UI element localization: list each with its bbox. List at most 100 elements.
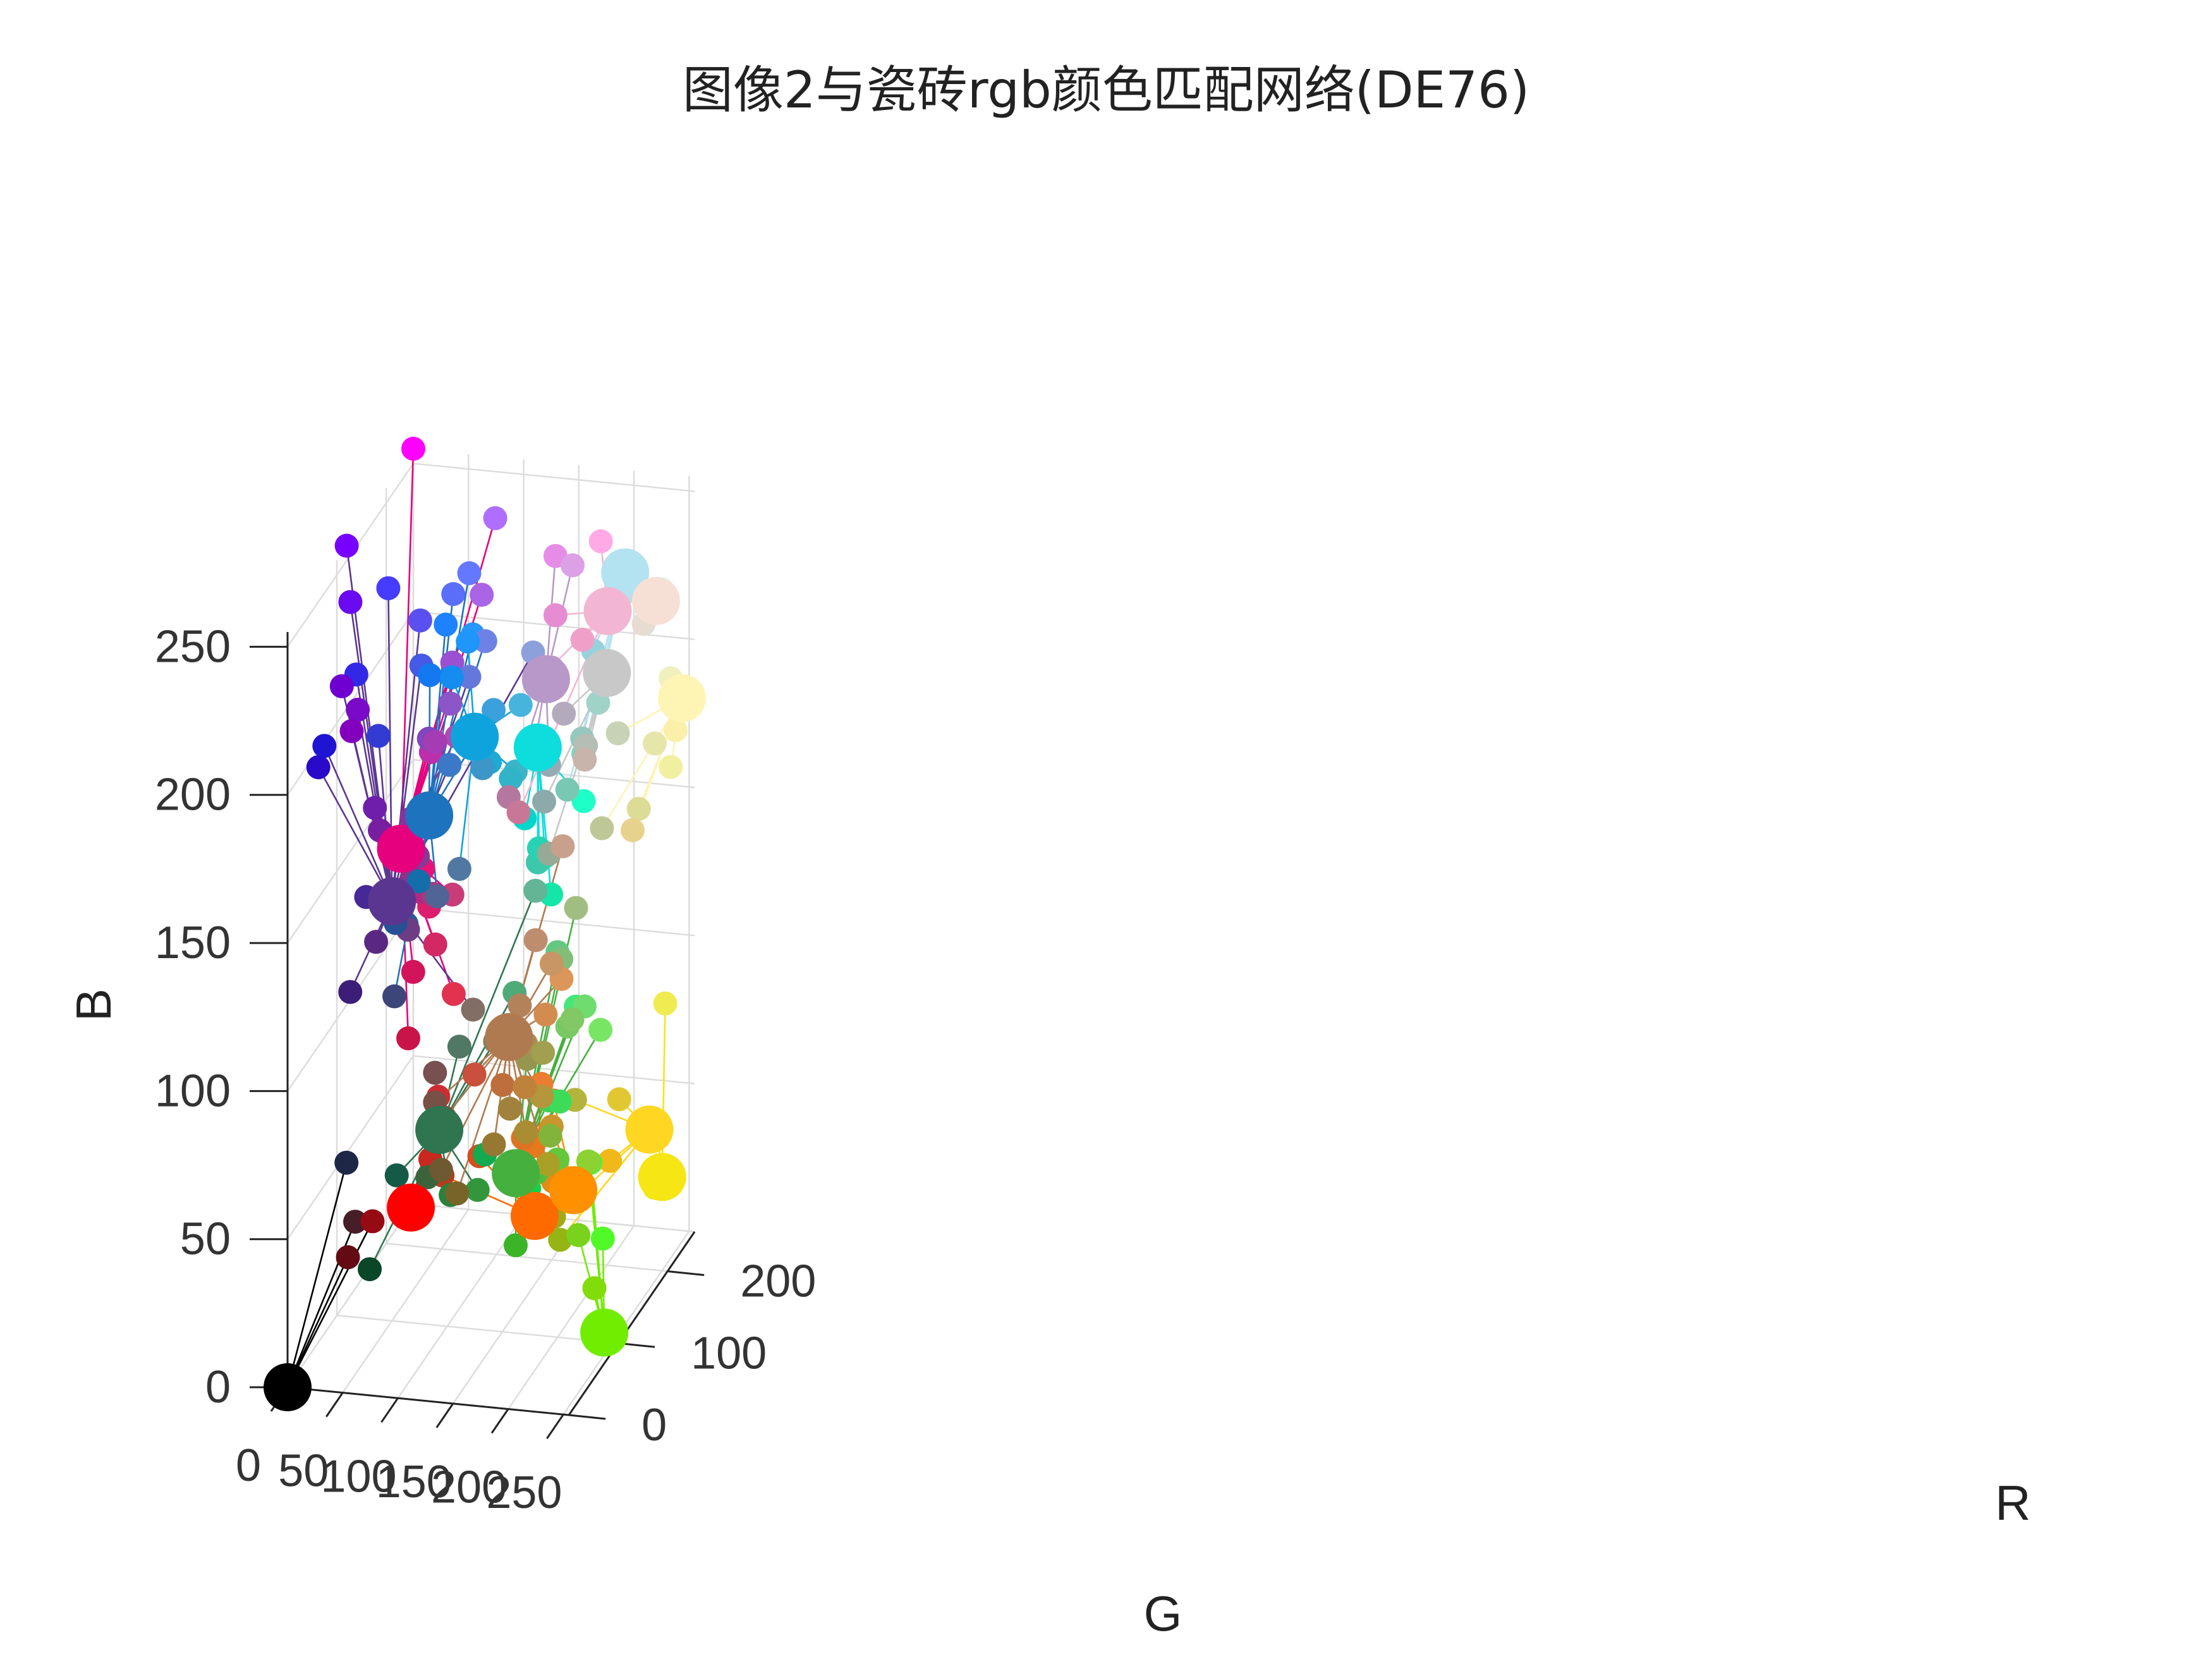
image-color-node — [632, 577, 680, 625]
b-tick-label: 100 — [155, 1066, 231, 1116]
tile-color-point — [576, 1149, 600, 1174]
r-tick — [568, 1414, 606, 1420]
tile-color-point — [440, 665, 464, 690]
match-edge — [456, 1036, 510, 1194]
tile-color-point — [434, 612, 458, 637]
tile-color-point — [418, 663, 442, 688]
tile-color-point — [366, 724, 391, 748]
tile-color-point — [457, 665, 482, 689]
g-tick — [546, 1414, 564, 1439]
r-tick-label: 0 — [641, 1400, 667, 1450]
tile-color-point — [441, 582, 466, 606]
tile-color-point — [659, 755, 683, 779]
tile-color-point — [346, 698, 370, 722]
tile-color-point — [564, 896, 588, 920]
tile-color-point — [482, 1132, 506, 1157]
tile-color-point — [336, 1245, 360, 1270]
tile-color-point — [552, 702, 576, 726]
tile-color-point — [570, 628, 595, 652]
g-axis-line — [287, 1386, 569, 1416]
g-tick-label: 200 — [431, 1462, 507, 1513]
tile-color-point — [461, 997, 485, 1022]
image-color-node — [513, 723, 562, 772]
gridline — [397, 1214, 525, 1399]
image-color-node — [580, 1308, 629, 1357]
tile-color-point — [548, 1227, 573, 1252]
tile-color-point — [538, 1124, 562, 1148]
tile-color-point — [598, 1148, 623, 1173]
gridline — [413, 907, 695, 937]
image-color-node — [601, 548, 650, 597]
match-edge — [286, 1220, 374, 1388]
tile-color-point — [364, 930, 389, 954]
gridline — [562, 1231, 690, 1415]
b-tick-label: 250 — [155, 621, 231, 672]
image-color-node — [583, 587, 632, 635]
tile-color-point — [523, 928, 548, 952]
tile-color-point — [465, 1177, 490, 1202]
tile-color-point — [358, 1257, 382, 1282]
image-color-node — [451, 712, 499, 761]
tile-color-point — [523, 878, 548, 903]
tile-color-point — [338, 590, 363, 614]
tile-color-point — [547, 1089, 572, 1114]
g-tick-label: 0 — [236, 1440, 261, 1491]
tile-color-point — [664, 718, 688, 743]
tile-color-point — [441, 981, 466, 1006]
tile-color-point — [504, 1233, 528, 1258]
match-edge — [324, 745, 393, 902]
image-color-node — [405, 791, 454, 840]
gridline — [336, 1315, 619, 1344]
tile-color-point — [473, 629, 497, 653]
g-tick — [325, 1392, 344, 1418]
tile-color-point — [334, 1150, 359, 1175]
gridline — [507, 1225, 635, 1410]
tile-color-point — [507, 993, 532, 1018]
match-edge — [661, 1003, 666, 1177]
tile-color-point — [560, 1007, 585, 1031]
match-edge — [400, 448, 415, 849]
tile-color-point — [401, 959, 425, 984]
gridline — [287, 1055, 414, 1240]
tile-color-point — [447, 1035, 471, 1059]
tile-color-point — [470, 756, 495, 781]
tile-color-point — [447, 856, 471, 881]
tile-color-point — [338, 980, 363, 1004]
image-color-node — [625, 1105, 674, 1154]
tile-color-point — [573, 747, 597, 772]
tile-color-point — [423, 932, 447, 957]
tile-color-point — [457, 561, 482, 585]
gridline — [386, 1243, 668, 1272]
tile-color-point — [513, 1075, 537, 1100]
tile-color-point — [423, 1060, 447, 1085]
tile-color-point — [605, 721, 630, 746]
g-tick-label: 150 — [376, 1457, 452, 1507]
g-tick — [435, 1403, 454, 1428]
tile-color-point — [653, 991, 678, 1016]
image-color-node — [368, 877, 416, 925]
tile-color-point — [408, 608, 432, 633]
tile-color-point — [539, 951, 564, 976]
tile-color-point — [588, 529, 613, 554]
tile-color-point — [376, 576, 401, 600]
tile-color-point — [626, 796, 651, 821]
image-color-node — [485, 1013, 533, 1061]
g-tick — [380, 1397, 399, 1423]
tile-color-point — [343, 1210, 367, 1234]
image-color-node — [492, 1149, 540, 1198]
g-tick — [490, 1408, 509, 1434]
image-color-node — [549, 1166, 598, 1215]
match-edge — [286, 1162, 348, 1388]
tile-color-point — [438, 691, 463, 716]
r-axis-line — [568, 1231, 696, 1416]
tile-color-point — [561, 553, 585, 578]
image-color-node — [583, 648, 631, 697]
image-color-node — [521, 655, 570, 703]
tile-color-point — [582, 1276, 607, 1301]
z-axis-label: B — [66, 988, 121, 1021]
image-color-node — [638, 1153, 686, 1201]
tile-color-point — [445, 1181, 470, 1206]
tile-color-point — [423, 730, 447, 755]
